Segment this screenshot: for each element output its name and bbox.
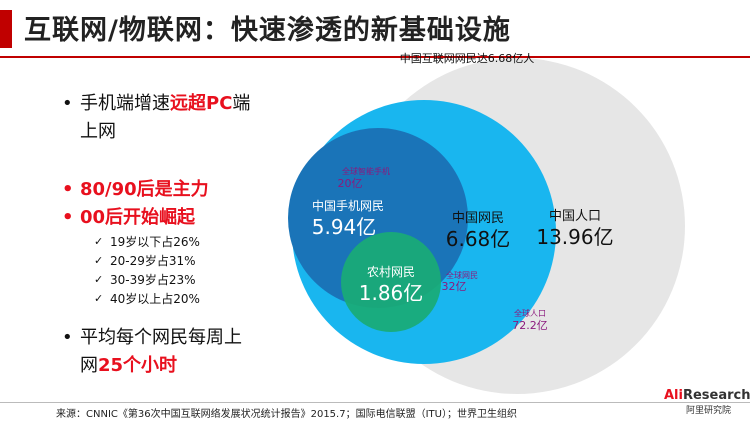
age-item: ✓ 40岁以上占20%: [94, 291, 200, 307]
bullet-text: 00后开始崛起: [80, 207, 196, 228]
check-icon: ✓: [94, 235, 104, 248]
bullet-dot-icon: •: [62, 327, 73, 348]
age-item-text: 19岁以下占26%: [110, 235, 200, 249]
logo-main: AliResearch: [664, 388, 750, 403]
logo-research: Research: [682, 388, 750, 403]
global-smartphone-label: 全球智能手机: [342, 166, 390, 176]
bullet-text: 手机端增速: [80, 93, 170, 114]
china-population-label: 中国人口: [549, 209, 601, 224]
bullet-highlight: 远超PC: [170, 93, 233, 114]
check-icon: ✓: [94, 292, 104, 305]
global-population-value: 72.2亿: [512, 319, 548, 332]
global-internet-label: 全球网民: [446, 270, 478, 280]
china-mobile-label: 中国手机网民: [312, 198, 384, 213]
bullet-text-suffix: 端: [232, 93, 251, 114]
bullet-weekly-hours-line2: 网25个小时: [80, 354, 177, 378]
china-mobile-value: 5.94亿: [312, 215, 377, 239]
china-population-value: 13.96亿: [536, 225, 613, 249]
china-internet-label: 中国网民: [452, 211, 504, 226]
logo-sub: 阿里研究院: [686, 406, 732, 416]
title-accent-bar: [0, 10, 12, 48]
bullet-text: 网: [80, 355, 98, 376]
check-icon: ✓: [94, 273, 104, 286]
china-internet-value: 6.68亿: [446, 227, 511, 251]
bullet-8090-main: • 80/90后是主力: [62, 178, 209, 202]
bullet-00-rising: • 00后开始崛起: [62, 206, 196, 230]
age-item: ✓ 30-39岁占23%: [94, 272, 196, 288]
rural-value: 1.86亿: [359, 281, 424, 305]
bullet-mobile-growth: • 手机端增速远超PC端: [62, 92, 251, 116]
age-item-text: 30-39岁占23%: [110, 273, 196, 287]
page-title: 互联网/物联网：快速渗透的新基础设施: [24, 15, 511, 46]
global-internet-value: 32亿: [442, 280, 467, 293]
bullet-weekly-hours: • 平均每个网民每周上: [62, 326, 242, 350]
age-item-text: 20-29岁占31%: [110, 254, 196, 268]
bullet-dot-icon: •: [62, 179, 74, 200]
rural-label: 农村网民: [367, 265, 415, 279]
aliresearch-logo: AliResearch 阿里研究院: [664, 388, 750, 418]
logo-ali: Ali: [664, 388, 683, 403]
bullet-dot-icon: •: [62, 207, 74, 228]
age-item-text: 40岁以上占20%: [110, 292, 200, 306]
bullet-highlight: 25个小时: [98, 355, 178, 376]
source-note: 来源：CNNIC《第36次中国互联网络发展状况统计报告》2015.7；国际电信联…: [56, 409, 517, 420]
age-item: ✓ 20-29岁占31%: [94, 253, 196, 269]
title-divider: [0, 56, 750, 58]
bullet-dot-icon: •: [62, 93, 73, 114]
bullet-text: 平均每个网民每周上: [80, 327, 242, 348]
global-smartphone-value: 20亿: [338, 177, 363, 190]
age-item: ✓ 19岁以下占26%: [94, 234, 200, 250]
footer-divider: [0, 402, 750, 403]
diagram-top-label: 中国互联网网民达6.68亿人: [400, 52, 535, 65]
global-population-label: 全球人口: [514, 308, 546, 318]
check-icon: ✓: [94, 254, 104, 267]
rural-users-circle: [341, 232, 441, 332]
bullet-mobile-growth-line2: 上网: [80, 121, 116, 142]
bullet-text: 80/90后是主力: [80, 179, 209, 200]
